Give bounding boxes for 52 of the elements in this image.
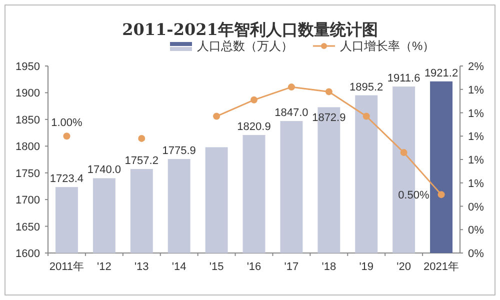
y2-tick-label: 0% — [468, 248, 484, 260]
y2-tick-label: 0% — [468, 224, 484, 237]
point — [400, 148, 408, 156]
data-label: 1847.0 — [274, 107, 308, 120]
point — [63, 132, 70, 140]
y-tick-label: 1950 — [16, 61, 40, 73]
data-label: 0.50% — [398, 190, 430, 202]
x-tick-label: 2011年 — [49, 261, 84, 273]
point — [138, 134, 146, 142]
y-tick-label: 1600 — [16, 248, 40, 260]
data-label: 1911.6 — [387, 72, 420, 85]
chart-title: 2011-2021年智利人口数量统计图 — [122, 20, 378, 39]
y-tick-label: 1700 — [16, 194, 40, 207]
y2-tick-label: 1% — [468, 178, 484, 190]
x-tick-label: '13 — [134, 261, 149, 273]
data-label: 1921.2 — [424, 67, 458, 80]
x-tick-label: '15 — [209, 261, 224, 273]
y2-tick-label: 1% — [468, 131, 484, 144]
y2-tick-label: 2% — [468, 61, 484, 73]
point — [362, 112, 370, 120]
x-tick-label: '20 — [396, 261, 411, 273]
y-tick-label: 1800 — [16, 141, 40, 154]
x-tick-label: '19 — [359, 261, 374, 273]
point — [288, 84, 295, 91]
y2-tick-label: 0% — [468, 201, 484, 214]
point — [438, 191, 445, 198]
y-tick-label: 1850 — [16, 114, 40, 126]
point — [213, 112, 220, 120]
x-tick-label: '17 — [284, 261, 299, 273]
y2-tick-label: 1% — [468, 84, 484, 96]
x-tick-label: 2021年 — [424, 261, 460, 273]
y-tick-label: 1750 — [16, 168, 40, 180]
data-label: 1.00% — [51, 117, 83, 130]
point — [250, 96, 258, 104]
x-tick-label: '16 — [246, 261, 262, 273]
x-tick-label: '12 — [97, 261, 112, 273]
y2-tick-label: 1% — [468, 154, 484, 166]
data-label: 1723.4 — [50, 173, 84, 186]
legend-label: 人口增长率（%） — [340, 39, 435, 53]
data-label: 1820.9 — [237, 120, 271, 133]
x-tick-label: '18 — [322, 261, 336, 273]
data-label: 1895.2 — [350, 81, 384, 94]
legend-label: 人口总数（万人） — [197, 39, 293, 53]
y-tick-label: 1650 — [16, 221, 40, 234]
x-tick-label: '14 — [172, 261, 186, 273]
data-label: 1757.2 — [124, 155, 158, 168]
point — [325, 88, 332, 96]
data-label: 1775.9 — [162, 145, 196, 158]
data-label: 1740.0 — [87, 164, 122, 176]
y2-tick-label: 1% — [468, 108, 484, 120]
y-tick-label: 1900 — [16, 88, 40, 100]
data-label: 1872.9 — [312, 112, 346, 124]
